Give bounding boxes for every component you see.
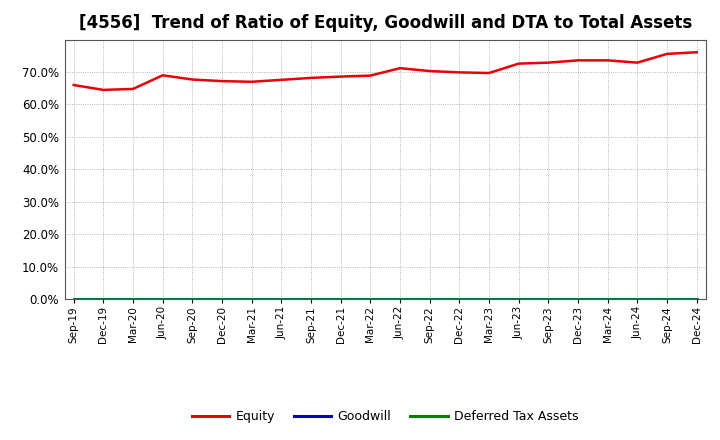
Legend: Equity, Goodwill, Deferred Tax Assets: Equity, Goodwill, Deferred Tax Assets (187, 405, 583, 428)
Title: [4556]  Trend of Ratio of Equity, Goodwill and DTA to Total Assets: [4556] Trend of Ratio of Equity, Goodwil… (78, 15, 692, 33)
